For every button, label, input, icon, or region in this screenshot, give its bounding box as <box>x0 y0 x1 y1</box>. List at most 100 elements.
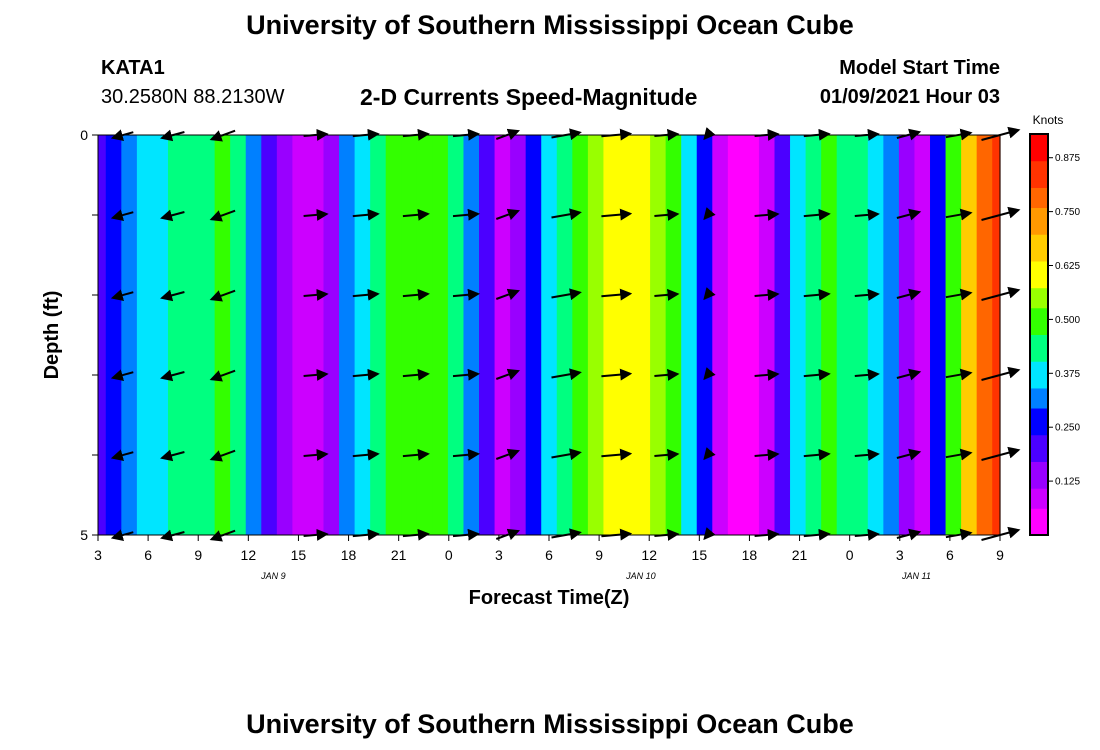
colorbar-segment <box>1030 361 1048 369</box>
plot-axes: 3 6 9 12 15 18 21 0 3 6 9 12 15 18 21 0 3 6 9 JAN 9 JAN 10 JA… <box>80 127 1004 581</box>
heatmap-cell <box>681 135 698 535</box>
colorbar-segment <box>1030 387 1048 396</box>
colorbar-tick-label: 0.750 <box>1055 207 1080 218</box>
colorbar-segment <box>1030 434 1048 442</box>
heatmap-cell <box>494 135 511 535</box>
current-vector <box>303 288 329 301</box>
x-tick-label: 9 <box>996 547 1004 563</box>
colorbar-segment <box>1030 461 1048 469</box>
colorbar-segment <box>1030 267 1048 275</box>
heatmap-cell <box>883 135 900 535</box>
current-vector <box>703 207 716 221</box>
current-vector <box>209 369 236 382</box>
current-vector <box>452 448 480 461</box>
colorbar-segment <box>1030 354 1048 362</box>
colorbar-segment <box>1030 187 1048 195</box>
colorbar-segment <box>1030 140 1048 148</box>
current-vector <box>495 208 520 221</box>
heatmap-cell <box>821 135 838 535</box>
heatmap-cell <box>727 135 744 535</box>
model-start-value: 01/09/2021 Hour 03 <box>819 86 1000 108</box>
current-vector <box>209 289 236 302</box>
colorbar-segment <box>1030 254 1048 262</box>
x-tick-label: 18 <box>341 547 357 563</box>
x-tick-label: 3 <box>94 547 102 563</box>
current-vector <box>452 208 480 221</box>
current-vector <box>754 448 780 461</box>
colorbar-segment <box>1030 227 1048 235</box>
heatmap-cell <box>945 135 962 535</box>
x-tick-label: 18 <box>742 547 758 563</box>
y-tick-label: 0 <box>80 127 88 143</box>
current-vector <box>803 288 831 301</box>
heatmap-cell <box>603 135 620 535</box>
colorbar-segment <box>1030 428 1048 436</box>
current-vector <box>896 368 922 381</box>
heatmap-cell <box>898 135 916 535</box>
heatmap-cell <box>447 135 465 535</box>
current-vector <box>110 289 134 301</box>
current-vector <box>160 449 185 462</box>
current-vector <box>303 448 329 461</box>
heatmap-cell <box>836 135 853 535</box>
heatmap-cell <box>805 135 822 535</box>
x-tick-label: 9 <box>595 547 603 563</box>
heatmap-cell <box>572 135 589 535</box>
current-vector <box>945 208 973 221</box>
heatmap-cell <box>121 135 138 535</box>
heatmap-cell <box>665 135 682 535</box>
heatmap-cell <box>696 135 713 535</box>
current-vector <box>110 209 134 221</box>
x-tick-label: 6 <box>946 547 954 563</box>
colorbar-segment <box>1030 508 1048 516</box>
heatmap-cell <box>650 135 667 535</box>
model-start-label: Model Start Time <box>839 57 1000 79</box>
colorbar-unit-label: Knots <box>1033 113 1064 127</box>
colorbar-segment <box>1030 240 1048 249</box>
current-vector <box>854 288 880 301</box>
colorbar-segment <box>1030 260 1048 269</box>
current-vector <box>402 368 430 381</box>
current-vector <box>803 368 831 381</box>
heatmap-cell <box>401 135 418 535</box>
station-coords: 30.2580N 88.2130W <box>101 86 285 108</box>
current-vector <box>495 288 520 301</box>
heatmap-cell <box>790 135 807 535</box>
station-id: KATA1 <box>101 57 165 79</box>
footer-title: University of Southern Mississippi Ocean… <box>246 709 854 739</box>
current-vector <box>352 448 380 461</box>
heatmap-cell <box>245 135 262 535</box>
heatmap-cell <box>307 135 325 535</box>
colorbar-segment <box>1030 327 1048 335</box>
colorbar-segment <box>1030 334 1048 342</box>
current-vector <box>551 288 582 301</box>
current-vector <box>110 369 134 381</box>
heatmap-cell <box>183 135 200 535</box>
heatmap-cell <box>261 135 278 535</box>
heatmap-cell <box>105 135 122 535</box>
current-vector <box>754 368 780 381</box>
heatmap-cell <box>167 135 185 535</box>
current-vector <box>854 368 880 381</box>
current-vector <box>945 448 973 461</box>
heatmap-cell <box>199 135 216 535</box>
colorbar-segment <box>1030 441 1048 449</box>
current-vector <box>110 449 134 461</box>
colorbar-tick-label: 0.250 <box>1055 423 1080 434</box>
colorbar-segment <box>1030 200 1048 209</box>
current-vector <box>601 448 633 461</box>
heatmap-cell <box>214 135 231 535</box>
heatmap-cell <box>152 135 169 535</box>
current-vector <box>551 448 582 461</box>
current-vector <box>452 368 480 381</box>
x-tick-label: 15 <box>291 547 307 563</box>
current-vector <box>854 448 880 461</box>
heatmap-cell <box>976 135 993 535</box>
colorbar-segment <box>1030 174 1048 182</box>
heatmap-cell <box>432 135 449 535</box>
current-vector <box>703 447 716 461</box>
current-vector <box>402 448 430 461</box>
colorbar-segment <box>1030 401 1048 409</box>
current-vector <box>352 208 380 221</box>
